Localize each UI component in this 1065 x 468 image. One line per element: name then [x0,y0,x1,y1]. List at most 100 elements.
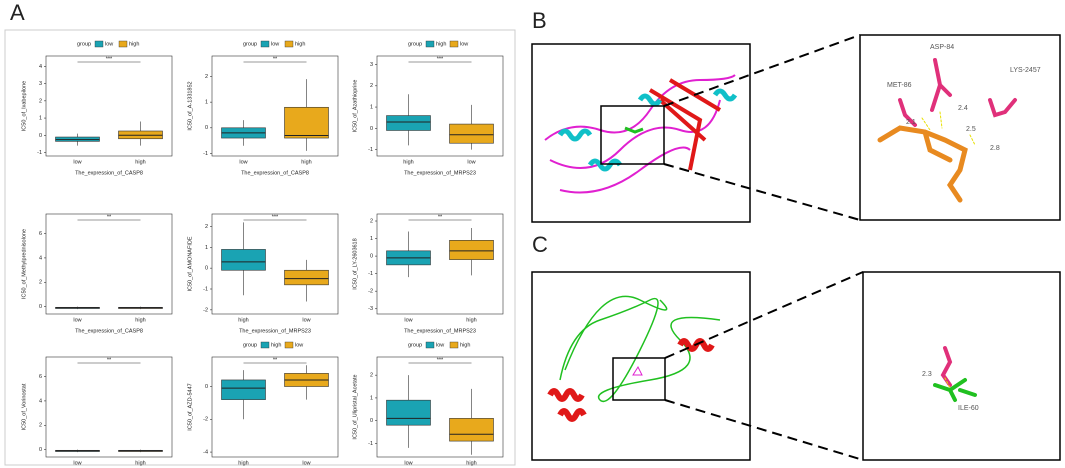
x-tick-label: high [301,159,311,165]
x-tick-label: high [135,159,145,165]
ligand-view [877,58,1017,203]
x-axis-label: The_expression_of_MRPS23 [239,328,311,334]
y-tick-label: 1 [205,245,208,251]
box [284,269,329,286]
x-tick-label: high [403,159,413,165]
distance-label: 2.1 [906,119,916,126]
y-tick-label: 3 [39,81,42,87]
y-axis-label: IC50_of_LY-2603618 [352,238,358,289]
panel-a: -1 0 1 2 3 4 IC50_of_Ixabepilone The_expression… [21,40,504,466]
x-tick-label: high [238,460,248,466]
y-axis-label: IC50_of_AZD-5447 [187,383,193,430]
x-tick-label: low [404,460,412,466]
y-tick-label: -1 [368,147,373,153]
y-tick-label: -1 [203,151,208,157]
y-tick-label: 2 [39,98,42,104]
legend-title: group [408,342,422,348]
y-tick-label: -1 [368,441,373,447]
legend-swatch [425,341,435,349]
box [449,240,494,260]
box [284,106,329,139]
y-axis-label: IC50_of_Methylprednisolone [21,229,27,299]
zoom-frame [859,34,1061,221]
y-axis-label: IC50_of_Azathioprine [352,80,358,133]
x-axis-label: The_expression_of_MRPS23 [404,328,476,334]
box [386,399,431,426]
y-tick-label: -1 [368,271,373,277]
box [449,123,494,144]
y-tick-label: -2 [368,289,373,295]
plot-area [211,356,339,458]
y-tick-label: 2 [370,83,373,89]
legend-label: low [436,342,444,348]
x-axis-label: The_expression_of_MRPS23 [404,170,476,176]
y-tick-label: -2 [203,307,208,313]
legend-label: high [460,342,470,348]
significance-label: ** [273,357,278,363]
legend-label: low [460,41,468,47]
zoom-line [663,163,861,221]
panel-label: A [10,0,25,25]
y-tick-label: 2 [39,280,42,286]
legend-swatch [260,40,270,48]
y-tick-label: 2 [39,423,42,429]
box [386,115,431,131]
residue-label: ILE-60 [958,405,979,412]
plot-area [45,213,173,315]
legend-swatch [284,341,294,349]
y-tick-label: 0 [39,133,42,139]
legend-swatch [449,341,459,349]
significance-label: ** [273,56,278,62]
zoom-box [612,357,666,401]
legend-label: high [436,41,446,47]
zoom-box [600,105,665,165]
distance-label: 2.4 [958,105,968,112]
y-tick-label: 3 [370,62,373,68]
y-tick-label: 1 [205,100,208,106]
legend-swatch [118,40,128,48]
y-tick-label: 1 [39,116,42,122]
significance-label: *** [437,56,444,62]
legend-label: high [129,41,139,47]
legend-title: group [408,41,422,47]
x-tick-label: low [73,460,81,466]
residue-label: ASP-84 [930,44,954,51]
y-tick-label: 1 [370,395,373,401]
x-tick-label: low [467,159,475,165]
x-tick-label: low [302,317,310,323]
distance-label: 2.3 [922,371,932,378]
box [449,418,494,442]
distance-label: 2.5 [966,126,976,133]
residue-label: MET-86 [887,82,912,89]
y-axis-label: IC50_of_Ixabepilone [21,81,27,131]
y-axis-label: IC50_of_Ulipristal_Acetate [352,374,358,439]
box [221,249,266,271]
x-tick-label: high [135,460,145,466]
y-tick-label: 0 [205,125,208,131]
y-tick-label: 6 [39,231,42,237]
distance-label: 2.8 [990,145,1000,152]
x-tick-label: low [73,317,81,323]
legend-swatch [260,341,270,349]
significance-label: ** [107,357,112,363]
legend-label: low [105,41,113,47]
significance-label: ** [438,214,443,220]
y-tick-label: -1 [203,286,208,292]
protein-frame [531,271,751,461]
plot-area [211,55,339,157]
y-tick-label: 0 [370,126,373,132]
legend-title: group [243,342,257,348]
x-axis-label: The_expression_of_CASP8 [241,170,309,176]
x-tick-label: high [466,460,476,466]
y-tick-label: 0 [39,447,42,453]
y-tick-label: 4 [39,64,42,70]
y-tick-label: 0 [370,254,373,260]
y-tick-label: 0 [205,384,208,390]
y-tick-label: 6 [39,374,42,380]
y-tick-label: -3 [368,306,373,312]
x-tick-label: low [73,159,81,165]
y-tick-label: 1 [370,236,373,242]
legend-title: group [77,41,91,47]
x-axis-label: The_expression_of_CASP8 [75,170,143,176]
